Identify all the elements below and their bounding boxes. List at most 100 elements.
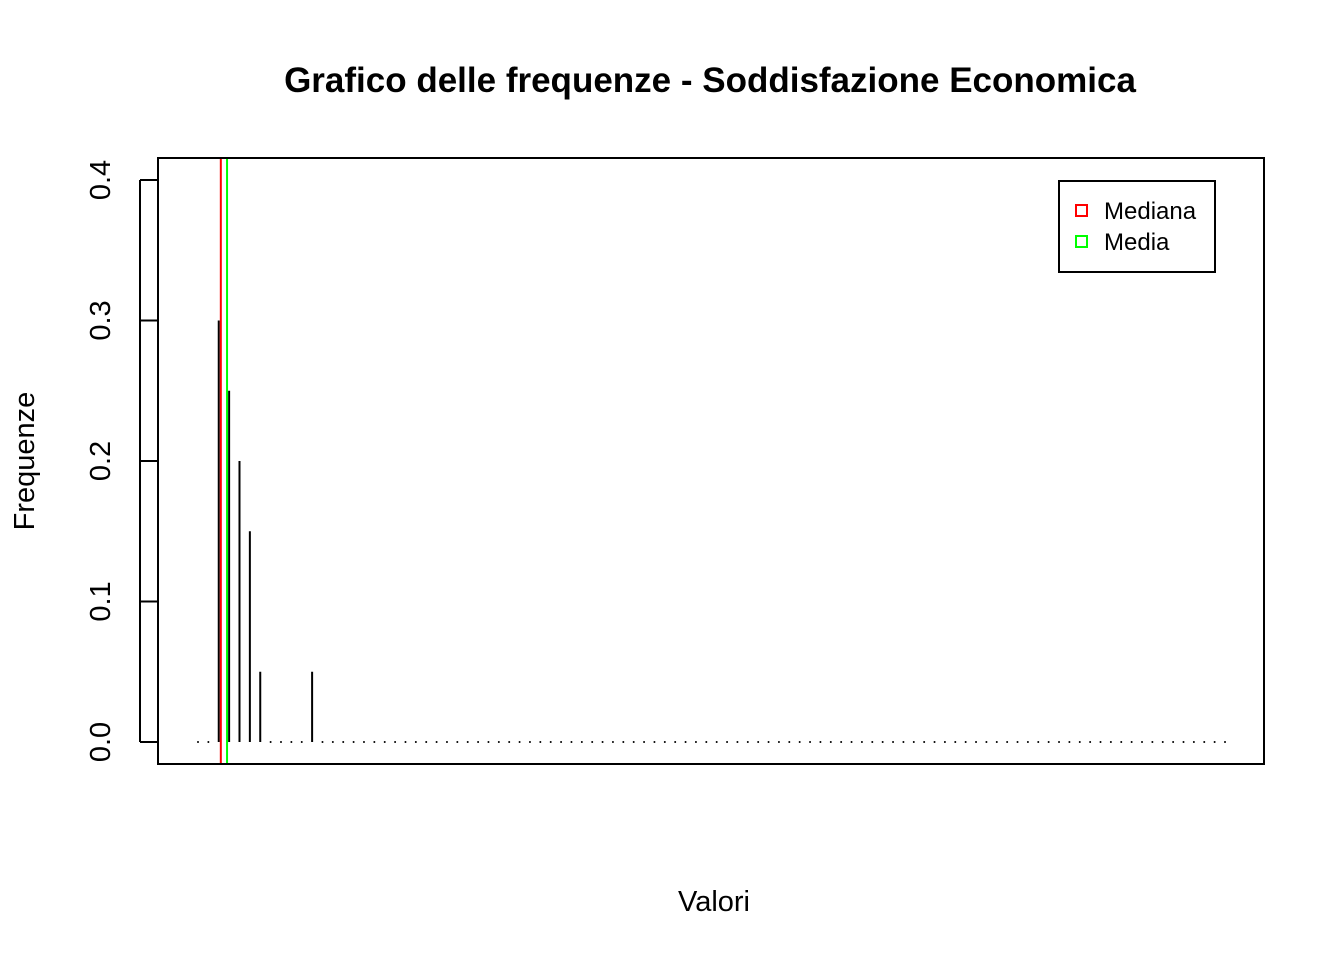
zero-mark-85 [1078, 741, 1081, 743]
zero-mark-10 [300, 741, 303, 743]
zero-mark-73 [954, 741, 957, 743]
chart-title: Grafico delle frequenze - Soddisfazione … [284, 61, 1136, 100]
zero-mark-54 [757, 741, 760, 743]
zero-mark-80 [1026, 741, 1029, 743]
zero-mark-8 [279, 741, 282, 743]
zero-mark-79 [1016, 741, 1019, 743]
zero-mark-83 [1058, 741, 1061, 743]
zero-mark-19 [394, 741, 397, 743]
zero-mark-34 [549, 741, 552, 743]
legend-swatch-mediana [1075, 204, 1088, 217]
zero-mark-12 [321, 741, 324, 743]
bars-group [197, 320, 1226, 743]
y-tick-label-3: 0.3 [85, 300, 117, 340]
zero-mark-92 [1151, 741, 1154, 743]
zero-mark-71 [933, 741, 936, 743]
zero-mark-42 [632, 741, 635, 743]
zero-mark-50 [715, 741, 718, 743]
zero-mark-77 [995, 741, 998, 743]
zero-mark-82 [1047, 741, 1050, 743]
zero-mark-72 [943, 741, 946, 743]
zero-mark-60 [819, 741, 822, 743]
y-tick-label-0: 0.0 [85, 722, 117, 762]
zero-mark-90 [1130, 741, 1133, 743]
legend: Mediana Media [1058, 180, 1216, 273]
zero-mark-0 [197, 741, 199, 743]
zero-mark-47 [684, 741, 687, 743]
zero-mark-48 [694, 741, 697, 743]
zero-mark-23 [435, 741, 438, 743]
zero-mark-93 [1161, 741, 1164, 743]
zero-mark-7 [269, 741, 272, 743]
zero-mark-27 [477, 741, 480, 743]
zero-mark-32 [528, 741, 531, 743]
zero-mark-75 [975, 741, 978, 743]
zero-mark-1 [207, 741, 210, 743]
zero-mark-64 [860, 741, 863, 743]
x-axis-label: Valori [678, 886, 750, 918]
zero-mark-22 [425, 741, 428, 743]
legend-box [1058, 180, 1216, 273]
zero-mark-68 [902, 741, 905, 743]
zero-mark-95 [1182, 741, 1185, 743]
zero-mark-53 [746, 741, 749, 743]
zero-mark-84 [1068, 741, 1071, 743]
zero-mark-31 [518, 741, 521, 743]
zero-mark-20 [404, 741, 407, 743]
zero-mark-13 [331, 741, 334, 743]
zero-mark-89 [1120, 741, 1123, 743]
zero-mark-55 [767, 741, 770, 743]
zero-mark-45 [663, 741, 666, 743]
zero-mark-25 [456, 741, 459, 743]
zero-mark-97 [1203, 741, 1206, 743]
zero-mark-9 [290, 741, 293, 743]
zero-mark-15 [352, 741, 355, 743]
zero-mark-24 [445, 741, 448, 743]
zero-mark-46 [674, 741, 677, 743]
zero-mark-28 [487, 741, 490, 743]
zero-mark-36 [570, 741, 573, 743]
zero-mark-87 [1099, 741, 1102, 743]
zero-mark-81 [1037, 741, 1040, 743]
zero-mark-98 [1213, 741, 1216, 743]
y-tick-label-2: 0.2 [85, 441, 117, 481]
zero-mark-66 [881, 741, 884, 743]
zero-mark-52 [736, 741, 739, 743]
reference-lines-group [219, 158, 229, 764]
y-axis-label: Frequenze [9, 392, 41, 531]
zero-mark-70 [923, 741, 926, 743]
y-tick-label-4: 0.4 [85, 160, 117, 200]
zero-mark-51 [726, 741, 729, 743]
zero-mark-59 [809, 741, 812, 743]
zero-mark-94 [1172, 741, 1175, 743]
zero-mark-61 [829, 741, 832, 743]
zero-mark-21 [414, 741, 417, 743]
zero-mark-69 [912, 741, 915, 743]
zero-mark-38 [591, 741, 594, 743]
zero-mark-63 [850, 741, 853, 743]
zero-mark-57 [788, 741, 791, 743]
zero-mark-30 [508, 741, 511, 743]
y-axis: 0.0 0.1 0.2 0.3 0.4 [85, 160, 158, 762]
zero-mark-49 [705, 741, 708, 743]
zero-mark-78 [1006, 741, 1009, 743]
zero-mark-39 [601, 741, 604, 743]
zero-mark-18 [383, 741, 386, 743]
zero-mark-26 [466, 741, 469, 743]
zero-mark-96 [1192, 741, 1195, 743]
zero-mark-43 [643, 741, 646, 743]
zero-mark-65 [871, 741, 874, 743]
zero-mark-29 [497, 741, 500, 743]
zero-mark-41 [622, 741, 625, 743]
zero-mark-76 [985, 741, 988, 743]
zero-mark-74 [964, 741, 967, 743]
legend-swatch-media [1075, 235, 1088, 248]
zero-mark-67 [892, 741, 895, 743]
zero-mark-58 [798, 741, 801, 743]
zero-mark-62 [840, 741, 843, 743]
zero-mark-33 [539, 741, 542, 743]
zero-mark-56 [777, 741, 780, 743]
zero-mark-35 [560, 741, 563, 743]
zero-mark-17 [373, 741, 376, 743]
